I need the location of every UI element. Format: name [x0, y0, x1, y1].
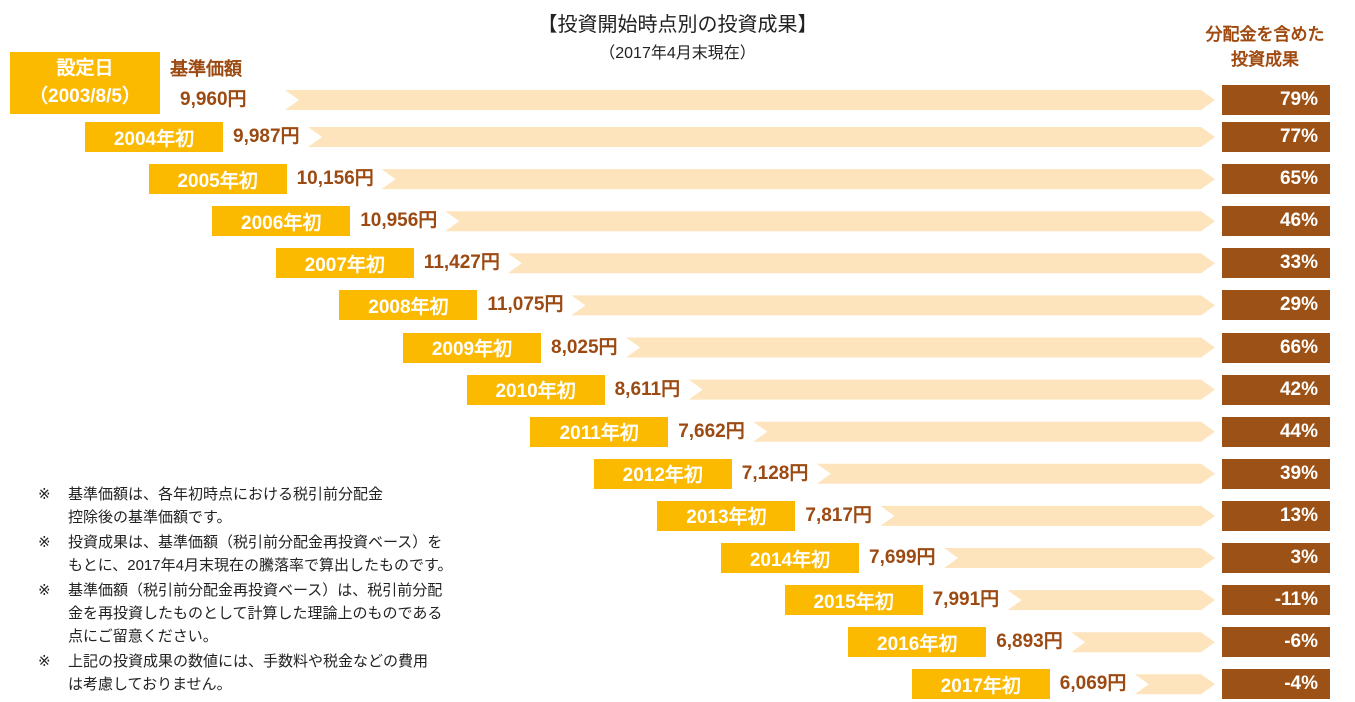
result-header: 投資成果	[1231, 50, 1299, 69]
row-label: 2008年初	[339, 290, 478, 321]
start-label-line: 設定日	[56, 58, 114, 79]
price: 11,075円	[487, 294, 564, 316]
price: 7,128円	[741, 462, 809, 484]
row-label: 2006年初	[212, 206, 351, 237]
row-label: 2011年初	[530, 416, 669, 447]
title: 【投資開始時点別の投資成果】	[537, 14, 818, 36]
note: ※ 上記の投資成果の数値には、手数料や税金などの費用 は考慮しておりません。	[38, 650, 428, 696]
price: 7,991円	[932, 589, 1000, 611]
note-line: 基準価額（税引前分配金再投資ベース）は、税引前分配	[68, 582, 443, 599]
price: 10,156円	[296, 168, 374, 190]
row-label: 2009年初	[403, 332, 541, 363]
result: -6%	[1222, 627, 1330, 658]
row-label: 2004年初	[85, 122, 223, 152]
result: 39%	[1222, 458, 1330, 489]
subtitle: （2017年4月末現在）	[599, 45, 756, 62]
row-label: 2005年初	[148, 164, 287, 195]
result: 33%	[1222, 248, 1330, 279]
arrow	[688, 379, 1215, 400]
arrow	[944, 548, 1215, 568]
row-label: 2013年初	[657, 500, 796, 531]
result-header: 分配金を含めた	[1205, 25, 1325, 44]
arrow	[816, 463, 1215, 484]
arrow	[507, 253, 1215, 274]
result: -4%	[1222, 669, 1330, 700]
result: 65%	[1222, 164, 1330, 195]
price-header: 基準価額	[170, 59, 242, 79]
price: 9,960円	[180, 89, 247, 110]
note-line: もとに、2017年4月末現在の騰落率で算出したものです。	[68, 557, 453, 574]
row-label: 2015年初	[784, 585, 923, 616]
note-line: 基準価額は、各年初時点における税引前分配金	[68, 486, 384, 503]
arrow	[308, 127, 1215, 147]
note: ※ 基準価額（税引前分配金再投資ベース）は、税引前分配 金を再投資したものとして計算…	[38, 579, 442, 648]
arrow	[1134, 674, 1215, 695]
row-label: 2017年初	[911, 669, 1050, 700]
arrow	[285, 90, 1215, 110]
arrow	[1007, 590, 1215, 611]
result: 79%	[1222, 85, 1330, 115]
arrow	[753, 421, 1215, 442]
result: 42%	[1222, 374, 1330, 405]
note-mark: ※	[38, 582, 51, 599]
price: 7,662円	[678, 420, 745, 442]
row-label: 2012年初	[593, 458, 732, 489]
price: 9,987円	[233, 126, 300, 147]
price: 11,427円	[423, 252, 500, 274]
result: 46%	[1222, 206, 1330, 237]
note: ※ 基準価額は、各年初時点における税引前分配金 控除後の基準価額です。	[38, 483, 383, 529]
start-label-line: （2003/8/5）	[29, 86, 141, 107]
start-label: 設定日 （2003/8/5）	[10, 52, 160, 114]
arrow	[626, 337, 1215, 358]
note: ※ 投資成果は、基準価額（税引前分配金再投資ベース）を もとに、2017年4月末現在…	[38, 531, 452, 577]
result: -11%	[1222, 585, 1330, 616]
note-mark: ※	[38, 486, 51, 503]
row-label: 2010年初	[466, 374, 605, 405]
arrow	[381, 169, 1216, 190]
result: 77%	[1222, 122, 1330, 152]
arrow	[445, 211, 1215, 232]
note-line: 上記の投資成果の数値には、手数料や税金などの費用	[68, 653, 429, 670]
note-line: 金を再投資したものとして計算した理論上のものである	[68, 605, 443, 622]
result: 66%	[1222, 332, 1330, 363]
price: 8,611円	[614, 378, 681, 400]
arrow	[1071, 632, 1215, 653]
arrow	[571, 295, 1215, 316]
price: 6,893円	[996, 631, 1063, 653]
row-label: 2014年初	[721, 543, 859, 573]
note-line: は考慮しておりません。	[68, 676, 232, 693]
note-line: 控除後の基準価額です。	[68, 509, 232, 526]
price: 7,699円	[869, 547, 936, 568]
result: 44%	[1222, 416, 1330, 447]
price: 7,817円	[805, 504, 872, 526]
result: 3%	[1222, 543, 1330, 573]
note-line: 点にご留意ください。	[68, 628, 218, 645]
price: 8,025円	[551, 336, 618, 358]
note-mark: ※	[38, 653, 51, 670]
row-label: 2007年初	[275, 248, 414, 279]
arrow	[880, 505, 1215, 526]
result: 13%	[1222, 500, 1330, 531]
row-label: 2016年初	[848, 627, 987, 658]
result: 29%	[1222, 290, 1330, 321]
note-line: 投資成果は、基準価額（税引前分配金再投資ベース）を	[68, 534, 443, 551]
price: 10,956円	[360, 210, 438, 232]
note-mark: ※	[38, 534, 51, 551]
price: 6,069円	[1059, 673, 1127, 695]
